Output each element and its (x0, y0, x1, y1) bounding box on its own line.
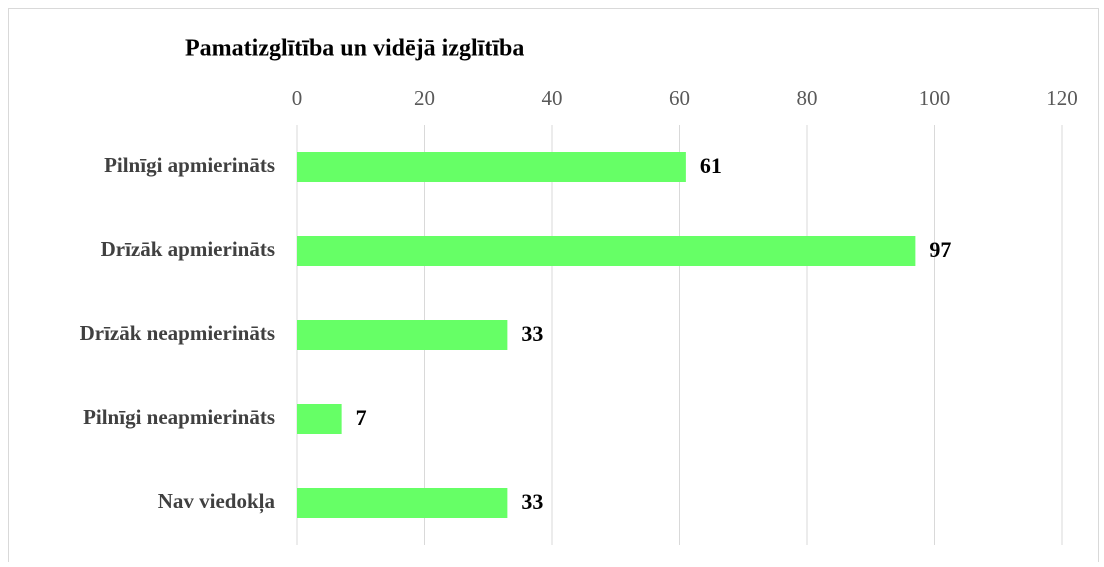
chart-title: Pamatizglītība un vidējā izglītība (185, 36, 524, 62)
chart-frame (8, 8, 1099, 567)
bar (297, 404, 342, 434)
data-label: 97 (929, 237, 951, 262)
x-tick-label: 60 (669, 86, 690, 110)
x-tick-label: 80 (797, 86, 818, 110)
x-tick-label: 0 (292, 86, 303, 110)
bar (297, 320, 508, 350)
y-tick-label: Drīzāk apmierināts (101, 237, 275, 261)
x-tick-label: 100 (919, 86, 951, 110)
data-label: 7 (356, 405, 367, 430)
y-tick-label: Drīzāk neapmierināts (80, 321, 275, 345)
x-tick-label: 20 (414, 86, 435, 110)
x-tick-label: 120 (1046, 86, 1078, 110)
data-label: 33 (521, 321, 543, 346)
y-tick-label: Pilnīgi neapmierināts (83, 405, 275, 429)
y-tick-label: Nav viedokļa (158, 489, 276, 514)
bar (297, 152, 686, 182)
bar (297, 236, 916, 266)
data-label: 33 (521, 489, 543, 514)
bar (297, 488, 508, 518)
data-label: 61 (700, 153, 722, 178)
x-tick-label: 40 (542, 86, 563, 110)
y-tick-label: Pilnīgi apmierināts (104, 153, 275, 177)
